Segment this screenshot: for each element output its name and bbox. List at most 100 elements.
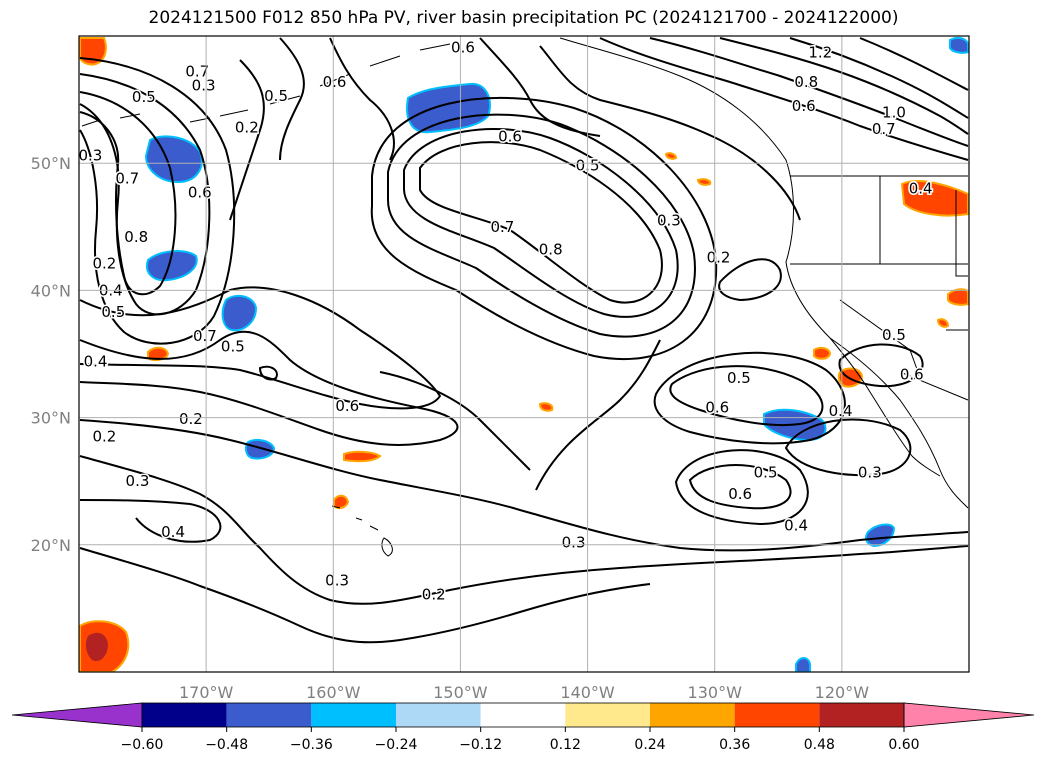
pv-contour — [79, 499, 222, 543]
contour-label: 0.7 — [193, 327, 217, 345]
precip-area-negative — [949, 36, 969, 54]
contour-label: 0.5 — [132, 88, 156, 106]
colorbar-tick-label: −0.60 — [121, 737, 164, 753]
colorbar-tick-label: 0.24 — [634, 737, 665, 753]
pv-contour — [329, 37, 395, 161]
contour-label: 0.5 — [754, 463, 778, 481]
pv-contour — [674, 449, 809, 526]
colorbar-extend-high — [903, 702, 1035, 728]
colorbar-tick-label: 0.48 — [804, 737, 835, 753]
contour-label: 0.6 — [498, 127, 522, 145]
pv-contour — [599, 37, 969, 161]
contour-label: 0.3 — [126, 472, 150, 490]
latitude-tick-label: 50°N — [31, 154, 71, 173]
contour-label: 0.3 — [858, 463, 882, 481]
precip-area-negative — [244, 439, 276, 460]
pv-contour — [79, 455, 969, 605]
colorbar-segment — [311, 703, 396, 727]
colorbar-segment — [226, 703, 312, 727]
colorbar-segment — [819, 703, 904, 727]
colorbar-tick-label: 0.60 — [888, 737, 919, 753]
contour-label: 0.3 — [562, 533, 586, 551]
contour-label: 0.2 — [235, 119, 259, 137]
precip-area-positive — [343, 450, 382, 463]
pv-contour — [838, 343, 924, 388]
contour-label: 0.4 — [84, 353, 108, 371]
contour-label: 0.7 — [115, 169, 139, 187]
pv-contour — [79, 286, 442, 410]
contour-label: 0.2 — [422, 585, 446, 603]
contour-label: 0.3 — [657, 211, 681, 229]
pv-contour — [79, 547, 651, 644]
contour-label: 1.2 — [808, 44, 832, 62]
precip-area-positive — [538, 402, 554, 412]
contour-label: 0.8 — [794, 73, 818, 91]
pv-contour — [479, 37, 601, 137]
pv-contour — [539, 45, 801, 221]
aleutian-islands — [81, 43, 451, 127]
contour-label: 0.6 — [728, 485, 752, 503]
contour-label: 0.6 — [188, 183, 212, 201]
pv-contour — [403, 128, 679, 318]
pv-contour — [79, 330, 459, 446]
precip-area-positive — [813, 346, 832, 360]
colorbar-frame — [141, 702, 905, 728]
state-border-ca-az — [839, 299, 919, 373]
longitude-tick-label: 130°W — [688, 683, 743, 702]
precip-area-negative — [406, 82, 491, 134]
longitude-tick-label: 170°W — [179, 683, 234, 702]
longitude-tick-label: 140°W — [560, 683, 615, 702]
precip-area-strong — [85, 632, 108, 662]
contour-label: 0.5 — [882, 326, 906, 344]
gridlines — [79, 36, 969, 672]
pv-contour — [79, 91, 177, 296]
precip-area-negative — [144, 135, 203, 184]
contour-label: 0.6 — [335, 397, 359, 415]
colorbar-extend-low — [11, 702, 143, 728]
map-title: 2024121500 F012 850 hPa PV, river basin … — [148, 8, 899, 28]
colorbar-tick-label: −0.12 — [459, 737, 502, 753]
state-border-mex — [899, 371, 969, 401]
precip-area-positive — [664, 152, 678, 160]
colorbar — [11, 702, 1035, 728]
pv-contour — [784, 418, 912, 477]
colorbar-segment — [396, 703, 481, 727]
pv-contours — [79, 37, 969, 644]
pv-contour — [859, 37, 969, 91]
colorbar-segment — [142, 703, 227, 727]
contour-label: 0.5 — [264, 87, 288, 105]
contour-label: 0.5 — [101, 303, 125, 321]
pv-contour — [535, 339, 661, 491]
contour-label: 0.7 — [490, 218, 514, 236]
pv-contour — [279, 37, 305, 161]
contour-label: 0.2 — [179, 410, 203, 428]
pv-contour — [387, 113, 696, 338]
contour-label: 0.6 — [451, 38, 475, 56]
colorbar-tick-label: 0.36 — [719, 737, 750, 753]
precip-area-positive — [947, 288, 969, 306]
contour-label: 0.2 — [92, 428, 116, 446]
contour-label: 0.7 — [872, 120, 896, 138]
precip-area-positive — [696, 178, 712, 186]
pv-contour — [669, 365, 824, 427]
contour-label: 0.4 — [909, 180, 933, 198]
colorbar-segment — [734, 703, 820, 727]
contour-label: 0.3 — [79, 147, 103, 165]
longitude-tick-label: 120°W — [815, 683, 870, 702]
pv-contour — [379, 371, 531, 471]
longitude-tick-label: 150°W — [433, 683, 488, 702]
contour-label: 0.6 — [900, 365, 924, 383]
precip-area-negative — [221, 294, 258, 332]
colorbar-tick-label: −0.36 — [290, 737, 333, 753]
contour-label: 0.5 — [727, 369, 751, 387]
latitude-tick-label: 30°N — [31, 409, 71, 428]
north-america-coastline — [559, 37, 969, 509]
contour-label: 0.6 — [792, 97, 816, 115]
map-area: 0.70.60.50.30.50.60.20.30.70.60.80.20.40… — [79, 36, 969, 672]
colorbar-tick-label: 0.12 — [550, 737, 581, 753]
precip-area-negative — [795, 657, 811, 672]
colorbar-tick-label: −0.48 — [205, 737, 248, 753]
contour-label: 0.2 — [92, 255, 116, 273]
colorbar-segment — [565, 703, 650, 727]
